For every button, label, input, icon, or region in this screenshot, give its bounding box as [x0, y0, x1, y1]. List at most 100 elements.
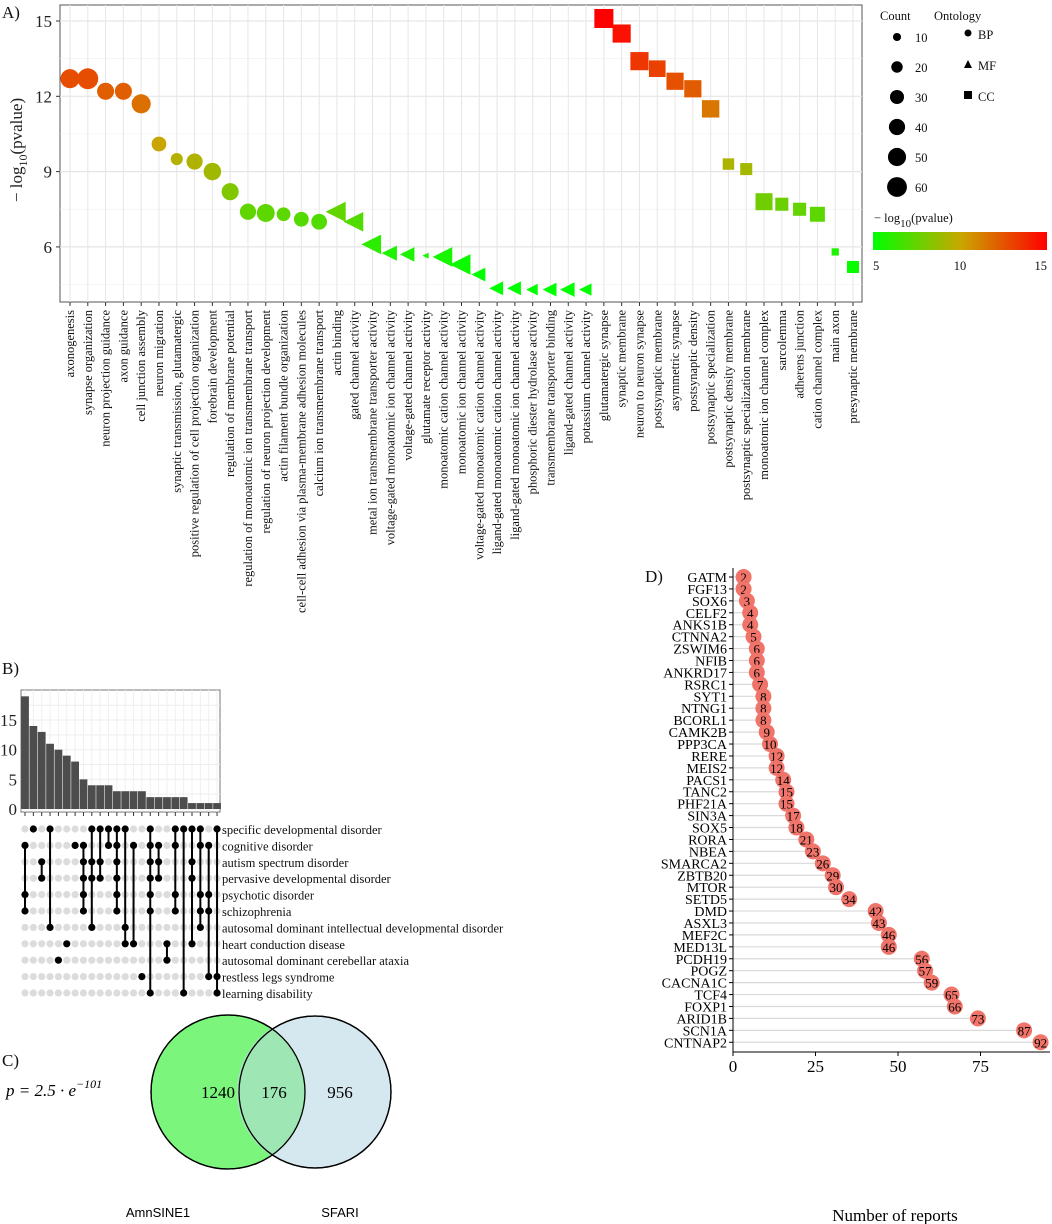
- x-tick-label: phosphoric diester hydrolase activity: [526, 309, 540, 494]
- legend-color-tick: 5: [873, 259, 879, 273]
- matrix-dot-empty: [121, 989, 129, 997]
- point-value-label: 92: [1034, 1035, 1047, 1050]
- point-value-label: 6: [754, 642, 761, 657]
- matrix-dot-empty: [155, 825, 163, 833]
- legend-mf-icon: [964, 60, 972, 68]
- gene-label: TANC2: [683, 786, 727, 801]
- matrix-dot-empty: [155, 923, 163, 932]
- gene-label: BCORL1: [673, 714, 727, 729]
- matrix-dot-empty: [79, 973, 88, 981]
- x-tick-label: forebrain development: [205, 309, 219, 423]
- matrix-dot-empty: [104, 858, 113, 866]
- panel-c-venn: C) 1240 176 956 AmnSINE1 SFARI p = 2.5 · e−101: [2, 1014, 392, 1220]
- point-bp: [203, 162, 222, 181]
- x-tick-label: positive regulation of cell projection o…: [188, 309, 202, 557]
- matrix-dot-empty: [196, 989, 204, 997]
- matrix-dot-empty: [38, 907, 46, 915]
- matrix-dot-empty: [104, 940, 113, 948]
- lollipop-point: [755, 688, 772, 705]
- x-tick-label: postsynaptic specialization: [704, 309, 718, 444]
- x-tick-label: actin filament bundle organization: [277, 309, 291, 481]
- matrix-dot-empty: [96, 907, 104, 915]
- gene-label: SOX5: [692, 822, 727, 837]
- set-label: cognitive disorder: [222, 839, 313, 853]
- x-tick-label: voltage-gated monoatomic ion channel act…: [383, 309, 397, 545]
- point-value-label: 34: [843, 892, 857, 907]
- point-mf: [542, 282, 557, 297]
- point-bp: [221, 183, 239, 201]
- point-bp: [60, 69, 80, 89]
- matrix-dot-empty: [46, 956, 54, 964]
- intersection-bar: [79, 779, 88, 809]
- matrix-dot-empty: [155, 940, 163, 948]
- matrix-dot-empty: [196, 956, 204, 964]
- legend-count-dot: [888, 118, 906, 136]
- matrix-dot-empty: [196, 973, 204, 981]
- matrix-dot-empty: [38, 973, 46, 981]
- matrix-dot-empty: [79, 825, 88, 833]
- matrix-dot-empty: [104, 874, 113, 882]
- p-value-main: p = 2.5 · e: [5, 1081, 76, 1100]
- gene-label: SCN1A: [683, 1024, 728, 1039]
- lollipop-point: [814, 855, 831, 872]
- lollipop-point: [880, 938, 897, 955]
- matrix-dot-empty: [171, 989, 179, 997]
- y-tick-label: 12: [35, 87, 52, 106]
- matrix-dot-empty: [54, 891, 63, 899]
- point-value-label: 73: [971, 1011, 984, 1026]
- lollipop-point: [768, 759, 785, 776]
- x-tick-label: presynaptic membrane: [846, 310, 860, 424]
- matrix-dot-empty: [38, 841, 46, 850]
- matrix-dot-empty: [21, 825, 29, 833]
- y-label-tail: (pvalue): [7, 98, 26, 155]
- x-tick-label: potassium channel activity: [579, 309, 593, 443]
- matrix-dot-empty: [129, 956, 138, 964]
- venn-count-amnsine1: 1240: [201, 1083, 235, 1102]
- legend-ontology-label: CC: [978, 90, 995, 104]
- gene-label: MED13L: [673, 941, 727, 956]
- matrix-dot-empty: [71, 940, 79, 948]
- matrix-dot-empty: [113, 989, 121, 997]
- lollipop-point: [969, 1010, 986, 1027]
- matrix-dot-empty: [96, 956, 104, 964]
- x-tick-label: transmembrane transporter binding: [543, 309, 557, 485]
- x-tick-label: cation channel complex: [810, 309, 824, 428]
- matrix-dot-empty: [163, 891, 171, 899]
- x-tick-label: 75: [972, 1057, 989, 1076]
- legend-count-dot: [892, 32, 902, 42]
- y-tick-label: 6: [44, 238, 53, 257]
- x-tick-label: postsynaptic membrane: [650, 310, 664, 429]
- intersection-bar: [154, 797, 163, 809]
- set-label: learning disability: [222, 987, 313, 1001]
- matrix-dot-empty: [129, 973, 138, 981]
- gene-label: PHF21A: [677, 798, 728, 813]
- point-bp: [276, 207, 291, 222]
- lollipop-point: [923, 974, 940, 991]
- point-bp: [114, 82, 132, 100]
- point-bp: [151, 136, 167, 152]
- intersection-bar: [171, 797, 180, 809]
- matrix-dot-empty: [155, 956, 163, 964]
- point-cc: [701, 100, 720, 118]
- x-tick-label: synaptic transmission, glutamatergic: [170, 310, 184, 493]
- matrix-dot-empty: [63, 891, 71, 899]
- matrix-dot-empty: [71, 891, 79, 899]
- matrix-dot-empty: [88, 956, 96, 964]
- lollipop-point: [778, 783, 795, 800]
- matrix-dot-empty: [79, 989, 88, 997]
- intersection-bar: [87, 785, 96, 809]
- set-label: restless legs syndrome: [222, 971, 335, 985]
- matrix-dot-empty: [96, 973, 104, 981]
- x-tick-label: main axon: [828, 309, 842, 362]
- matrix-dot-empty: [21, 956, 29, 964]
- matrix-dot-empty: [29, 841, 37, 850]
- x-tick-label: glutamatergic synapse: [597, 310, 611, 422]
- matrix-dot-filled: [63, 940, 71, 948]
- x-tick-label: axonogenesis: [63, 310, 77, 377]
- intersection-bar: [129, 791, 138, 809]
- matrix-dot-filled: [29, 825, 37, 833]
- point-cc: [594, 8, 614, 29]
- gene-label: MTOR: [687, 881, 728, 896]
- matrix-dot-empty: [104, 956, 113, 964]
- venn-label-amnsine1: AmnSINE1: [126, 1205, 190, 1220]
